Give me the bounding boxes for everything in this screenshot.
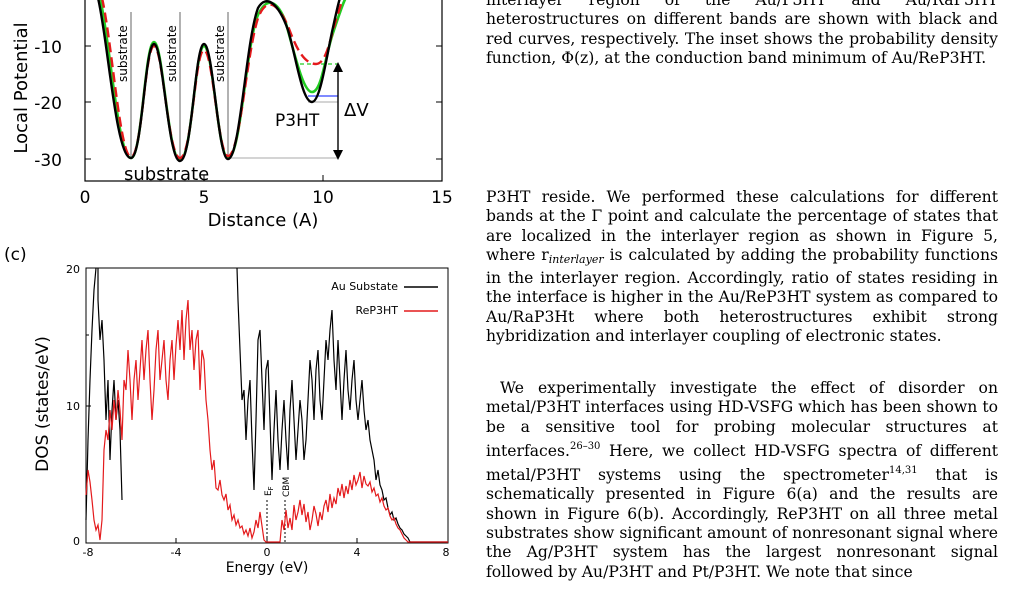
legend-re-label: ReP3HT	[355, 304, 398, 317]
p3ht-label: P3HT	[275, 111, 320, 131]
substrate-layer-label: substrate	[116, 25, 130, 82]
substrate-layer-label: substrate	[213, 25, 227, 82]
x-tick-label: 4	[354, 546, 361, 559]
y-tick-label: 20	[66, 263, 80, 276]
citation: 14,31	[888, 465, 918, 477]
y-tick-label: -10	[34, 38, 62, 58]
x-tick-label: 15	[431, 188, 453, 208]
legend-au-label: Au Substate	[331, 280, 398, 293]
x-axis-label: Energy (eV)	[226, 560, 309, 576]
x-tick-label: 0	[80, 188, 91, 208]
x-tick-label: -8	[83, 546, 94, 559]
x-tick-label: 5	[199, 188, 210, 208]
potential-curve-black	[97, 0, 341, 163]
figure-caption: interlayer region of the Au/P3HT and Au/…	[486, 0, 998, 67]
dos-plot: (c) 20 10 0 -8 -4 0 4 8 Energy (eV) DOS …	[4, 245, 450, 576]
y-tick-label: 10	[66, 400, 80, 413]
potential-plot-frame	[84, 0, 443, 182]
dos-curve-re	[85, 299, 448, 543]
citation: 26–30	[569, 440, 601, 452]
y-axis-label: DOS (states/eV)	[33, 336, 53, 472]
body-paragraph: P3HT reside. We performed these calculat…	[486, 188, 998, 346]
x-tick-label: -4	[171, 546, 182, 559]
y-tick-label: 0	[73, 535, 80, 548]
figure-panels: -10 -20 -30 0 5 10 15 Distance (A) Local…	[4, 0, 453, 576]
delta-v-label: ΔV	[344, 100, 369, 121]
x-tick-label: 0	[264, 546, 271, 559]
x-tick-label: 8	[443, 546, 450, 559]
arrow-up-icon	[333, 62, 343, 72]
substrate-layer-label: substrate	[165, 25, 179, 82]
text-column: interlayer region of the Au/P3HT and Au/…	[486, 0, 998, 601]
x-tick-label: 10	[312, 188, 334, 208]
x-axis-label: Distance (A)	[208, 210, 319, 231]
y-tick-label: -20	[34, 94, 62, 114]
y-axis-label: Local Potential	[11, 22, 32, 153]
arrow-down-icon	[333, 150, 343, 160]
body-paragraph: We experimentally investigate the effect…	[486, 379, 999, 581]
y-tick-label: -30	[34, 151, 62, 171]
panel-label-c: (c)	[4, 245, 27, 265]
fermi-level-label: EF	[264, 486, 275, 496]
potential-plot: -10 -20 -30 0 5 10 15 Distance (A) Local…	[11, 0, 453, 231]
cbm-label: CBM	[282, 477, 292, 497]
substrate-label: substrate	[124, 164, 209, 185]
